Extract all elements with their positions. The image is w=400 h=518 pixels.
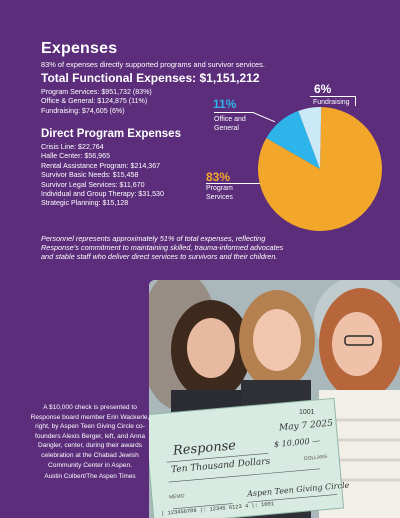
leader-line-office (214, 112, 254, 113)
functional-expenses-list: Program Services: $951,732 (83%) Office … (41, 88, 152, 116)
pie-label-office: Office and General (214, 116, 246, 133)
list-item: Crisis Line: $22,764 (41, 143, 104, 151)
list-item: Survivor Legal Services: $11,670 (41, 180, 145, 189)
pie-svg (258, 107, 382, 231)
pie-label-line: Services (206, 193, 233, 201)
list-item: Fundraising: $74,605 (6%) (41, 106, 125, 115)
list-item: Individual and Group Therapy: $31,530 (41, 190, 164, 199)
functional-expenses-title: Total Functional Expenses: $1,151,212 (41, 71, 260, 85)
pie-label-program-percent: 83% (206, 170, 231, 184)
list-item: Survivor Basic Needs: $15,458 (41, 171, 139, 180)
expenses-pie-chart (255, 104, 385, 234)
pie-label-fundraising: Fundraising (313, 99, 350, 106)
pie-label-fundraising-percent: 6% (314, 82, 332, 96)
pie-label-program: Program Services (206, 185, 233, 202)
photo-caption: A $10,000 check is presented to Response… (30, 404, 150, 469)
pie-label-line: Program (206, 185, 233, 192)
pie-slice-program-services (258, 107, 382, 231)
section-subheading: 83% of expenses directly supported progr… (41, 60, 265, 69)
leader-line-program (206, 183, 260, 184)
pie-label-line: Office and (214, 116, 246, 123)
pie-slice-office-and-general (266, 110, 320, 169)
photo-credit: Austin Colbert/The Aspen Times (44, 473, 136, 480)
check-number: 1001 (299, 409, 315, 416)
list-item: Rental Assistance Program: $214,367 (41, 161, 161, 170)
program-expenses-title: Direct Program Expenses (41, 128, 181, 140)
list-item: Program Services: $951,732 (83%) (41, 88, 152, 96)
check-presentation-photo: 1001 May 7 2025 Response $ 10,000 — Ten … (149, 280, 400, 518)
list-item: Halle Center: $56,965 (41, 152, 111, 161)
list-item: Office & General: $124,875 (11%) (41, 97, 148, 106)
pie-label-office-percent: 11% (213, 97, 237, 111)
photo-illustration (149, 280, 400, 518)
list-item: Strategic Planning: $15,128 (41, 199, 129, 208)
section-heading: Expenses (41, 40, 118, 57)
pie-slice-fundraising (298, 107, 322, 169)
leader-line-fundraising (310, 96, 356, 97)
program-expenses-list: Crisis Line: $22,764 Halle Center: $56,9… (41, 143, 164, 209)
personnel-note: Personnel represents approximately 51% o… (41, 234, 284, 262)
leader-line-fundraising-down (355, 96, 356, 106)
pie-label-line: General (214, 124, 239, 132)
